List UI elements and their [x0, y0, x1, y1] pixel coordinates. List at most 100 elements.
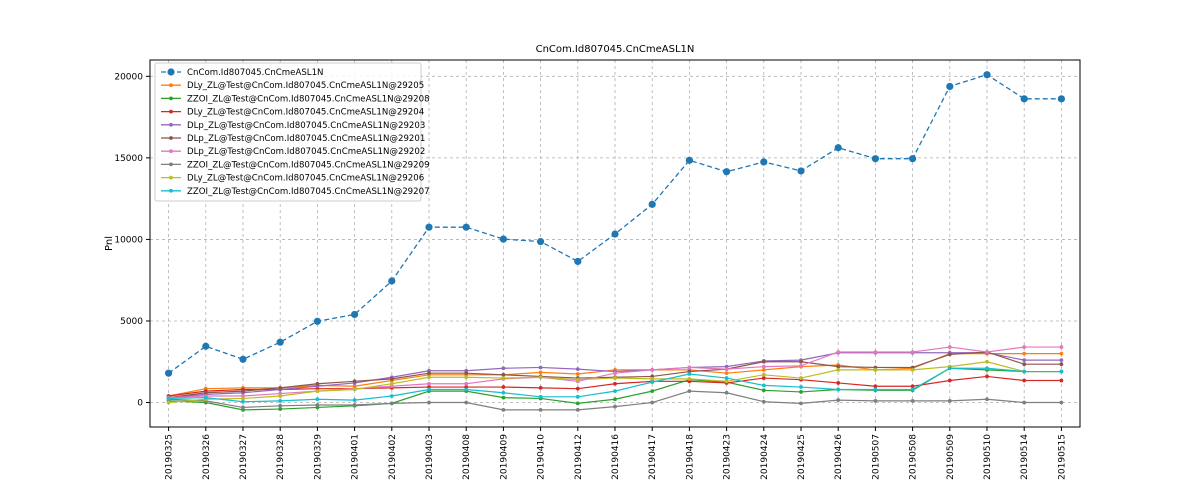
data-point: [836, 398, 841, 402]
data-point: [1022, 362, 1027, 367]
data-point: [836, 381, 841, 385]
legend-label: ZZOI_ZL@Test@CnCom.Id807045.CnCmeASL1N@2…: [187, 94, 430, 104]
data-point: [575, 407, 580, 412]
data-point: [650, 400, 655, 405]
data-point: [650, 389, 655, 394]
data-point: [575, 367, 580, 371]
data-point: [241, 405, 245, 410]
data-point: [278, 385, 283, 390]
data-point: [464, 381, 469, 386]
data-point: [389, 401, 394, 406]
data-point: [427, 387, 431, 392]
data-point: [538, 394, 543, 399]
data-point: [760, 158, 768, 166]
data-point: [799, 363, 803, 368]
x-tick-label: 20190418: [685, 434, 695, 480]
x-tick-label: 20190329: [313, 434, 323, 480]
data-point: [427, 381, 431, 386]
data-point: [685, 156, 694, 164]
data-point: [946, 82, 954, 91]
legend-label: DLy_ZL@Test@CnCom.Id807045.CnCmeASL1N@29…: [187, 108, 424, 118]
data-point: [1057, 95, 1065, 103]
data-point: [947, 352, 952, 357]
data-point: [499, 235, 507, 243]
data-point: [1020, 95, 1028, 103]
y-axis-label: Pnl: [104, 236, 115, 251]
data-point: [687, 372, 692, 376]
axes: 0 5000 10000 15000 20000 20190325 20190326 2019…: [114, 72, 1067, 480]
data-point: [464, 400, 469, 405]
legend-swatch-marker: [169, 136, 173, 140]
data-point: [799, 376, 803, 380]
data-point: [1022, 378, 1027, 383]
data-point: [724, 376, 729, 380]
data-point: [389, 394, 394, 398]
data-point: [985, 359, 989, 364]
data-point: [538, 370, 543, 375]
data-point: [575, 394, 580, 399]
data-point: [241, 396, 245, 401]
data-point: [464, 375, 469, 380]
data-point: [1059, 400, 1064, 405]
data-point: [462, 223, 470, 231]
data-point: [947, 378, 952, 383]
data-point: [873, 350, 878, 354]
data-point: [166, 400, 171, 405]
chart-title: CnCom.Id807045.CnCmeASL1N: [536, 44, 695, 55]
data-point: [1059, 358, 1064, 363]
legend-swatch-marker: [169, 109, 173, 114]
data-point: [278, 403, 283, 408]
data-point: [761, 359, 766, 364]
y-tick-label: 20000: [114, 72, 143, 82]
series-8: [166, 389, 1064, 412]
data-point: [1022, 369, 1027, 374]
y-tick-label: 15000: [114, 154, 143, 164]
legend-swatch-marker: [169, 175, 173, 180]
data-point: [278, 407, 283, 411]
data-point: [1059, 369, 1064, 374]
data-point: [836, 364, 841, 369]
data-point: [724, 379, 729, 384]
x-tick-label: 20190325: [165, 434, 175, 480]
series-10: [166, 366, 1064, 404]
data-point: [910, 350, 915, 354]
data-point: [427, 375, 431, 380]
data-point: [613, 371, 617, 376]
data-point: [724, 371, 729, 376]
data-point: [315, 403, 320, 407]
data-point: [873, 387, 878, 392]
data-point: [575, 386, 580, 391]
data-point: [910, 384, 915, 389]
data-point: [648, 200, 656, 208]
data-point: [947, 399, 952, 403]
data-point: [575, 377, 580, 382]
legend-label: DLy_ZL@Test@CnCom.Id807045.CnCmeASL1N@29…: [187, 174, 424, 184]
legend-swatch-marker: [169, 96, 173, 101]
data-point: [836, 387, 841, 392]
legend: CnCom.Id807045.CnCmeASL1N DLy_ZL@Test@CnC…: [154, 62, 430, 202]
data-point: [1022, 358, 1027, 363]
legend-swatch-marker: [169, 188, 173, 193]
data-point: [1022, 400, 1027, 405]
legend-label: ZZOI_ZL@Test@CnCom.Id807045.CnCmeASL1N@2…: [187, 187, 430, 197]
x-tick-label: 20190424: [760, 434, 770, 480]
data-point: [650, 376, 655, 381]
data-point: [799, 390, 803, 394]
data-point: [613, 376, 617, 380]
data-point: [613, 389, 617, 394]
data-point: [315, 397, 320, 402]
data-point: [761, 376, 766, 380]
y-tick-label: 0: [137, 399, 143, 409]
data-point: [501, 366, 506, 371]
data-point: [464, 371, 469, 376]
data-point: [1022, 351, 1027, 356]
legend-swatch-marker: [169, 162, 173, 167]
data-point: [687, 365, 692, 370]
data-point: [761, 388, 766, 393]
x-tick-label: 20190328: [276, 434, 286, 480]
data-point: [1059, 345, 1064, 349]
x-tick-label: 20190510: [983, 434, 993, 480]
legend-box: [154, 62, 422, 202]
